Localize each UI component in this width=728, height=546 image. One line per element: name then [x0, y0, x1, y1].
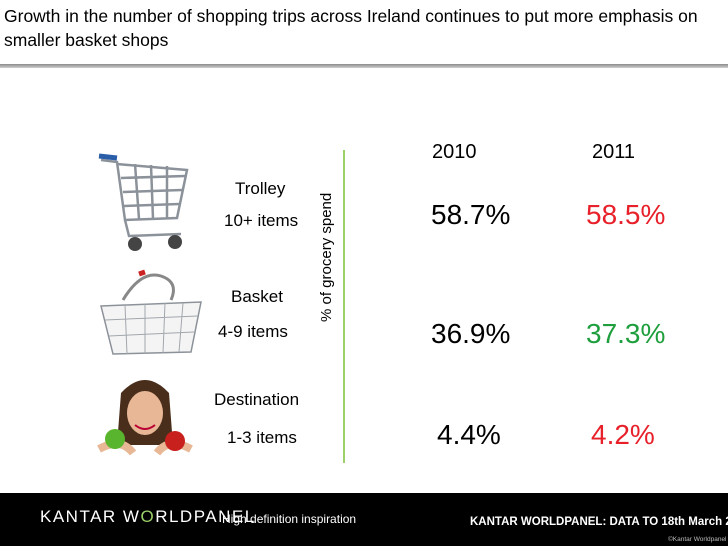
- axis-label: % of grocery spend: [318, 192, 335, 322]
- kantar-worldpanel-logo: KANTAR WORLDPANEL: [40, 507, 256, 527]
- trolley-items-label: 10+ items: [224, 211, 299, 230]
- destination-2011-value: 4.2%: [591, 419, 655, 450]
- shopping-trolley-icon: [98, 153, 189, 251]
- basket-2010-value: 36.9%: [431, 318, 511, 349]
- slide-title: Growth in the number of shopping trips a…: [4, 6, 698, 50]
- logo-text-end: RLDPANEL: [155, 507, 256, 526]
- footer-source: KANTAR WORLDPANEL: DATA TO 18th March 20…: [470, 516, 728, 528]
- trolley-label: Trolley: [235, 179, 286, 198]
- basket-label: Basket: [231, 287, 283, 306]
- destination-2010-value: 4.4%: [437, 419, 501, 450]
- year-2011-header: 2011: [592, 141, 636, 163]
- shopping-basket-icon: [100, 269, 202, 355]
- logo-text-start: KANTAR W: [40, 507, 141, 526]
- basket-items-label: 4-9 items: [218, 322, 288, 341]
- footer-tagline: High definition inspiration: [222, 512, 357, 526]
- logo-globe-letter: O: [140, 507, 156, 526]
- trolley-2010-value: 58.7%: [431, 199, 511, 230]
- trolley-2011-value: 58.5%: [586, 199, 666, 230]
- year-2010-header: 2010: [432, 141, 477, 163]
- footer-copyright: ©Kantar Worldpanel: [668, 536, 727, 543]
- footer-bar: [0, 493, 728, 546]
- woman-with-apples-image: [97, 380, 193, 467]
- divider-line: [343, 150, 345, 463]
- destination-label: Destination: [214, 390, 300, 409]
- title-divider: [0, 64, 728, 68]
- destination-items-label: 1-3 items: [227, 428, 297, 447]
- basket-2011-value: 37.3%: [586, 318, 666, 349]
